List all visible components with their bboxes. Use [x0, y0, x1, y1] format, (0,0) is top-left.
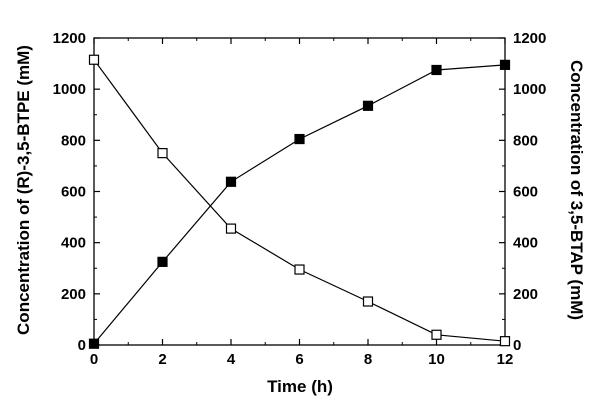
- x-axis-title: Time (h): [267, 377, 333, 396]
- data-point-filled-square: [499, 59, 511, 70]
- data-point-open-square: [431, 329, 442, 340]
- data-point-open-square: [88, 54, 100, 65]
- data-point-filled-square: [88, 338, 100, 349]
- series-0: [88, 59, 511, 349]
- x-tick-label: 10: [428, 351, 445, 368]
- right-y-tick-label: 800: [513, 132, 538, 149]
- x-tick-label: 6: [295, 351, 303, 368]
- data-point-open-square: [499, 336, 511, 347]
- right-y-tick-label: 1000: [513, 81, 546, 98]
- plot-axes: [93, 37, 506, 346]
- left-y-tick-label: 1200: [53, 30, 86, 47]
- data-point-filled-square: [294, 133, 305, 145]
- left-y-tick-label: 400: [61, 235, 86, 252]
- right-y-axis-title: Concentration of 3,5-BTAP (mM): [567, 60, 586, 320]
- right-y-tick-label: 200: [513, 286, 538, 303]
- left-y-tick-label: 600: [61, 184, 86, 201]
- data-point-filled-square: [225, 176, 237, 187]
- left-y-axis-title: Concentration of (R)-3,5-BTPE (mM): [14, 45, 33, 335]
- x-tick-label: 4: [227, 351, 236, 368]
- left-y-tick-label: 200: [61, 286, 86, 303]
- data-point-open-square: [225, 223, 237, 234]
- x-tick-label: 0: [90, 351, 98, 368]
- x-tick-label: 8: [364, 351, 372, 368]
- right-y-tick-label: 400: [513, 235, 538, 252]
- data-point-open-square: [362, 296, 374, 307]
- data-point-filled-square: [362, 100, 374, 111]
- series-line: [93, 59, 506, 342]
- right-y-tick-label: 1200: [513, 30, 546, 47]
- left-y-tick-label: 0: [78, 337, 86, 354]
- data-series: [88, 54, 511, 349]
- x-tick-label: 2: [158, 351, 166, 368]
- series-1: [88, 54, 511, 347]
- data-point-open-square: [294, 264, 305, 275]
- x-tick-label: 12: [497, 351, 514, 368]
- right-y-tick-label: 600: [513, 184, 538, 201]
- data-point-filled-square: [431, 64, 442, 76]
- left-y-tick-label: 1000: [53, 81, 86, 98]
- right-y-tick-label: 0: [513, 337, 521, 354]
- data-point-filled-square: [157, 256, 168, 267]
- data-point-open-square: [157, 148, 168, 159]
- plot-frame: [93, 37, 506, 346]
- left-y-tick-label: 800: [61, 132, 86, 149]
- series-line: [93, 64, 506, 345]
